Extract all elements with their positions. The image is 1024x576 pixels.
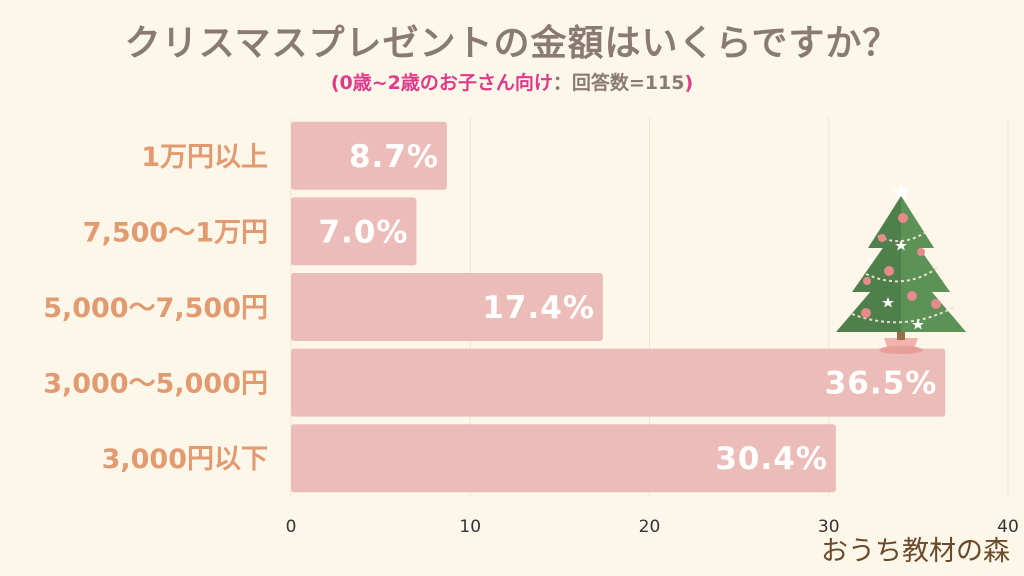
subtitle-close: ) xyxy=(684,72,694,94)
subtitle-rest: ：回答数=115 xyxy=(552,72,685,94)
bar xyxy=(291,273,603,341)
data-label: 8.7% xyxy=(349,139,439,175)
category-label: 3,000円以下 xyxy=(102,444,268,475)
bar xyxy=(291,121,447,190)
x-tick-label: 0 xyxy=(286,517,297,537)
data-label: 30.4% xyxy=(715,441,828,477)
x-tick-label: 10 xyxy=(459,517,481,537)
x-tick-label: 40 xyxy=(997,517,1019,537)
x-tick-label: 30 xyxy=(818,517,840,537)
x-tick-label: 20 xyxy=(639,517,661,537)
chart-title: クリスマスプレゼントの金額はいくらですか？ xyxy=(124,23,900,64)
data-label: 36.5% xyxy=(825,366,938,402)
category-label: 7,500〜1万円 xyxy=(83,217,268,248)
data-label: 7.0% xyxy=(318,214,408,250)
subtitle-open: ( xyxy=(330,72,340,94)
data-label: 17.4% xyxy=(482,290,595,326)
site-logo: おうち教材の森 xyxy=(821,536,1010,567)
labels: 0 10 20 30 40 1万円以上 8.7% 7,500〜1万円 7.0% 5,000〜7,5… xyxy=(43,139,1019,537)
category-label: 5,000〜7,500円 xyxy=(43,293,268,324)
bar xyxy=(291,348,946,417)
category-label: 1万円以上 xyxy=(141,142,268,173)
subtitle-highlight: 0歳~2歳のお子さん向け xyxy=(339,72,553,94)
christmas-tree-icon xyxy=(836,182,966,354)
bars xyxy=(291,121,946,493)
bar xyxy=(291,424,836,493)
category-label: 3,000〜5,000円 xyxy=(43,369,268,400)
chart-subtitle: (0歳~2歳のお子さん向け：回答数=115) xyxy=(0,68,1024,95)
bar xyxy=(291,197,417,266)
